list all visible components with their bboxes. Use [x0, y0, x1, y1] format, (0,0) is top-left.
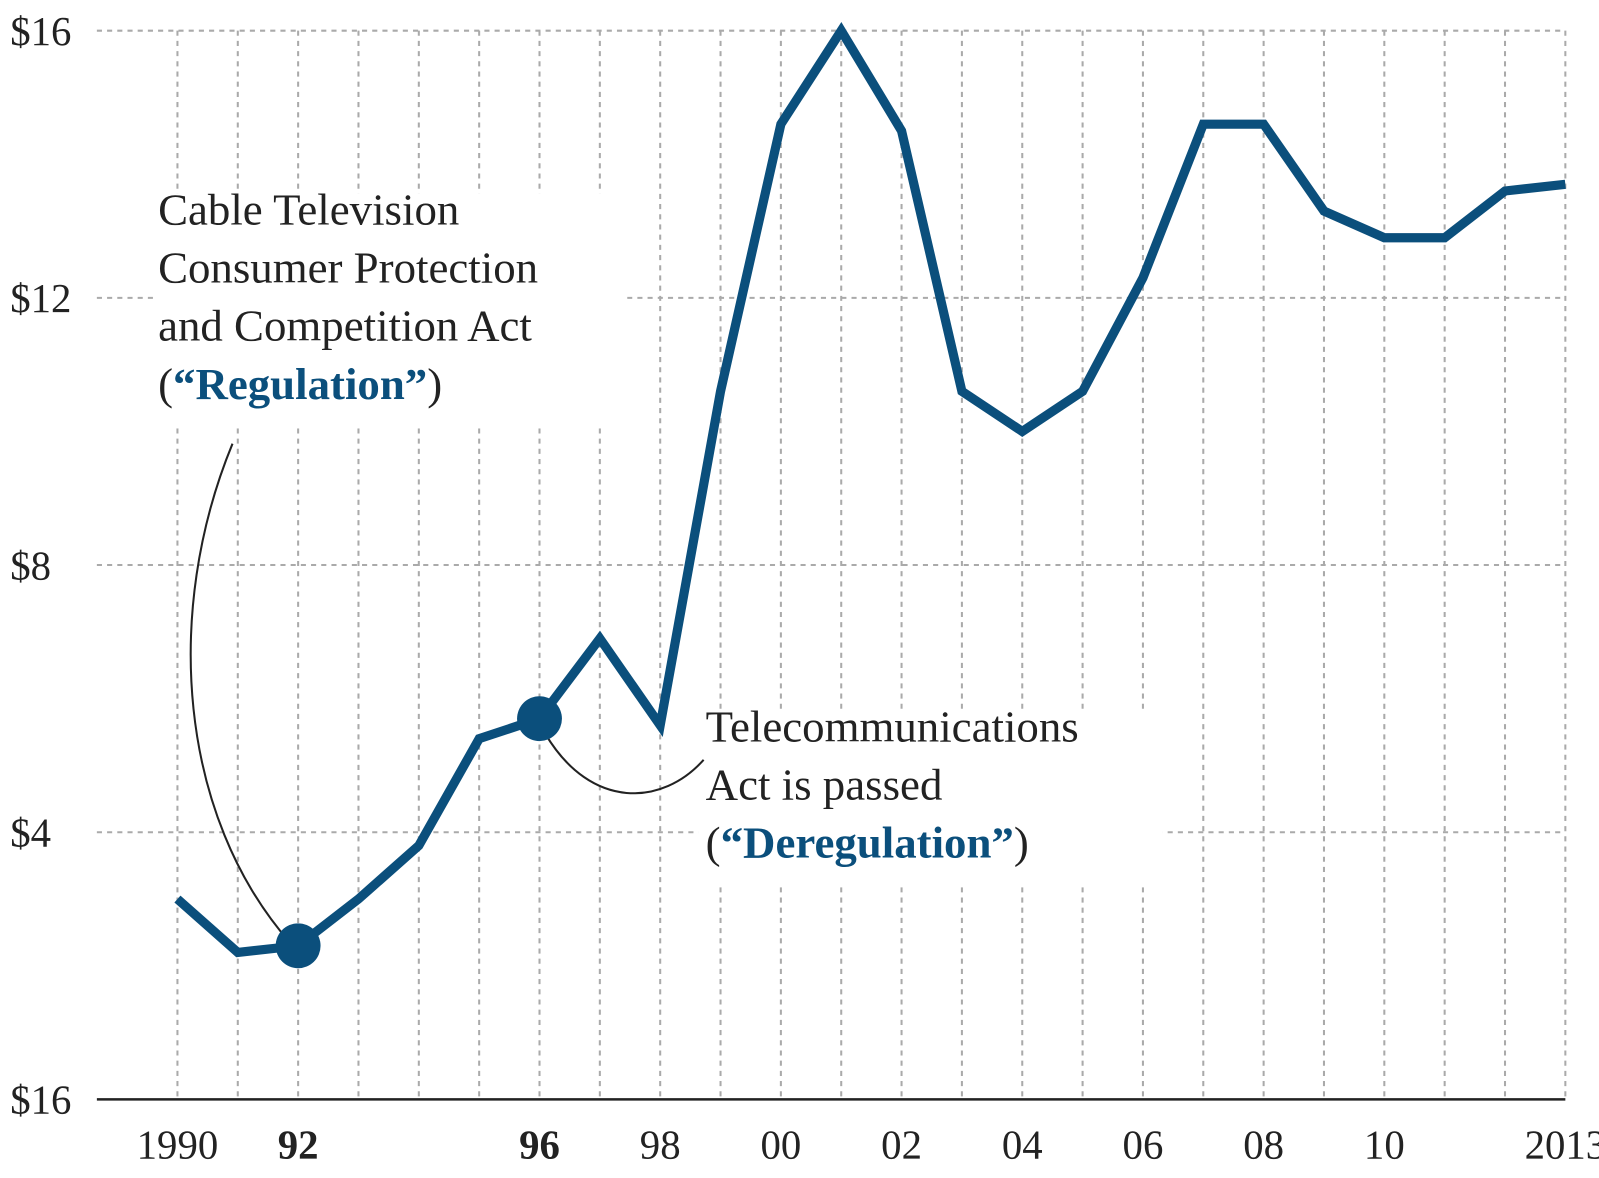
plot: $16 $4 $8 $12 $16 1990 92 96 98 00 02 04 06 08 10 2013 C… — [10, 9, 1599, 1168]
x-tick-label: 08 — [1243, 1123, 1284, 1168]
annotation-line: Consumer Protection — [158, 243, 538, 293]
x-tick-label: 04 — [1002, 1123, 1043, 1168]
x-tick-label: 1990 — [137, 1123, 219, 1168]
y-tick-label: $16 — [10, 1078, 71, 1123]
annotation-connector — [544, 733, 705, 795]
annotation-background — [698, 708, 1163, 888]
event-marker — [275, 923, 321, 969]
annotation-backgrounds — [152, 193, 1163, 888]
x-tick-label: 02 — [881, 1123, 922, 1168]
annotation-tag-part: ) — [427, 359, 442, 409]
annotation-tag: (“Regulation”) — [158, 359, 442, 409]
annotation-tag-part: “Deregulation” — [721, 818, 1014, 868]
x-tick-label: 2013 — [1525, 1123, 1599, 1168]
x-tick-label: 00 — [760, 1123, 801, 1168]
event-marker — [517, 696, 562, 742]
y-tick-label: $4 — [10, 810, 51, 855]
x-tick-label: 96 — [519, 1123, 560, 1168]
x-tick-label: 06 — [1123, 1123, 1164, 1168]
y-tick-label: $8 — [10, 543, 51, 588]
annotation-connector — [189, 443, 292, 945]
y-tick-label: $16 — [10, 9, 71, 54]
annotation-line: Cable Television — [158, 184, 459, 234]
annotation-line: and Competition Act — [158, 301, 532, 351]
annotation-tag-part: ( — [706, 818, 721, 868]
x-tick-label: 98 — [640, 1123, 681, 1168]
line — [174, 22, 1566, 958]
annotation-tag-part: “Regulation” — [173, 359, 427, 409]
annotation-tag-part: ( — [158, 359, 173, 409]
annotation-tag: (“Deregulation”) — [706, 818, 1029, 868]
annotation-line: Act is passed — [706, 760, 943, 810]
y-tick-label: $12 — [10, 276, 71, 321]
annotation-background — [152, 193, 628, 429]
x-tick-label: 92 — [278, 1123, 319, 1168]
annotation-tag-part: ) — [1014, 818, 1029, 868]
x-tick-label: 10 — [1364, 1123, 1405, 1168]
annotation-line: Telecommunications — [706, 701, 1079, 751]
